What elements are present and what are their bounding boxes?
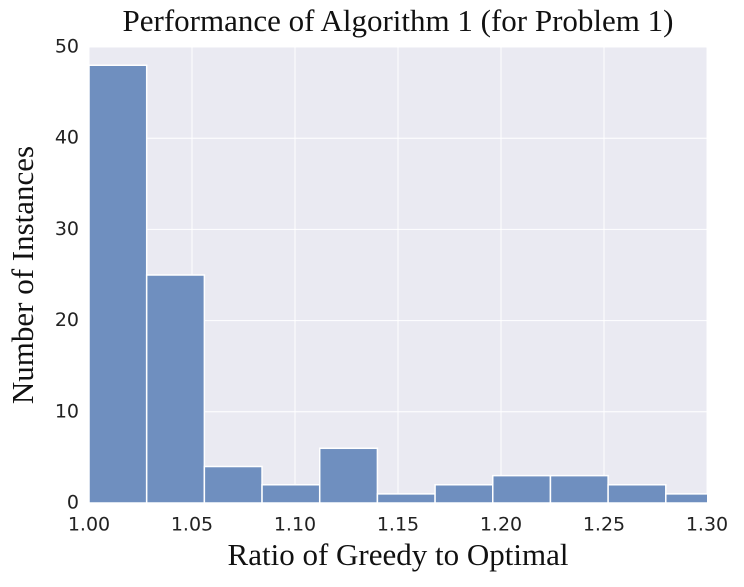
bar bbox=[549, 474, 609, 503]
bar bbox=[492, 474, 552, 503]
bar bbox=[89, 64, 148, 503]
chart-title: Performance of Algorithm 1 (for Problem … bbox=[123, 3, 674, 38]
bar bbox=[203, 465, 263, 503]
x-tick-label: 1.15 bbox=[377, 514, 419, 536]
y-tick-label: 50 bbox=[55, 36, 79, 58]
x-tick-label: 1.00 bbox=[68, 514, 110, 536]
bar bbox=[261, 484, 321, 503]
y-tick-label: 40 bbox=[55, 127, 79, 149]
x-tick-label: 1.25 bbox=[583, 514, 625, 536]
bar bbox=[376, 493, 436, 503]
x-tick-label: 1.05 bbox=[171, 514, 213, 536]
y-axis-label: Number of Instances bbox=[5, 146, 40, 404]
y-tick-label: 30 bbox=[55, 218, 79, 240]
bars bbox=[89, 64, 707, 503]
x-axis-label: Ratio of Greedy to Optimal bbox=[228, 537, 569, 572]
x-tick-label: 1.30 bbox=[686, 514, 728, 536]
x-tick-label: 1.20 bbox=[480, 514, 522, 536]
x-tick-label: 1.10 bbox=[274, 514, 316, 536]
bar bbox=[607, 484, 667, 503]
y-tick-label: 10 bbox=[55, 400, 79, 422]
bar bbox=[145, 274, 206, 503]
y-tick-label: 20 bbox=[55, 309, 79, 331]
bar bbox=[665, 493, 707, 503]
y-tick-label: 0 bbox=[67, 492, 79, 514]
bar bbox=[434, 484, 494, 503]
ticks: 0 10 20 30 40 50 1.00 1.05 1.10 1.15 1.20 1.25 1.30 bbox=[55, 36, 728, 536]
bar bbox=[318, 447, 379, 503]
